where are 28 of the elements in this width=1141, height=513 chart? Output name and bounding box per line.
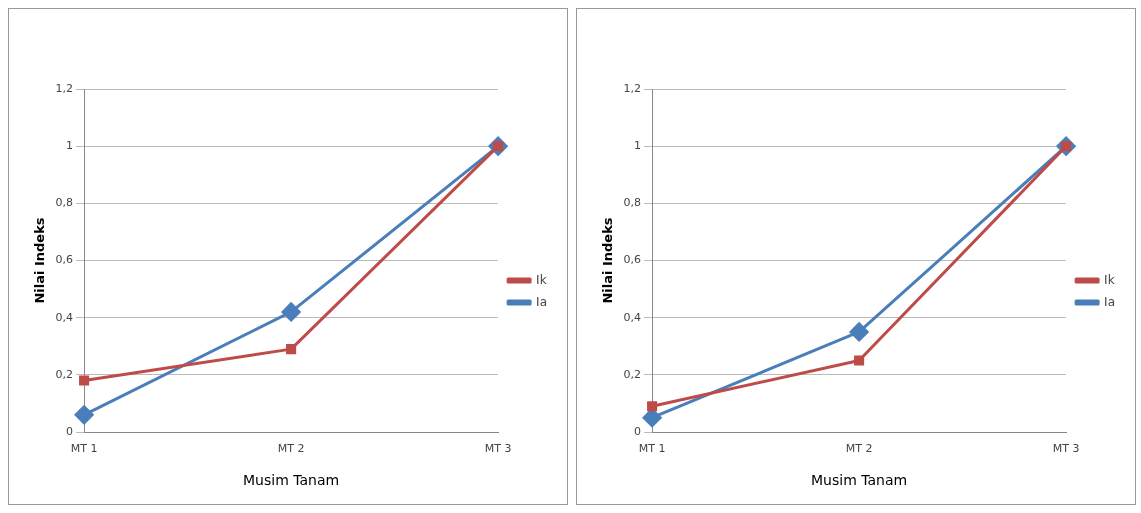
x-tick-label: MT 1 [638,442,666,456]
x-tick-label: MT 1 [70,442,98,456]
y-tick-label: 1,2 [623,81,642,95]
legend-label: Ia [1104,294,1116,309]
y-tick-label: 0,4 [55,310,74,324]
legend-label: Ia [536,294,548,309]
y-axis-title: Nilai Indeks [32,217,48,304]
y-tick-label: 1,2 [55,81,74,95]
y-tick-label: 0 [634,424,642,438]
y-tick-label: 0,2 [55,367,74,381]
y-tick-label: 0,2 [623,367,642,381]
x-axis-title: Musim Tanam [243,472,340,489]
y-tick-label: 1 [634,139,642,153]
legend-label: Ik [1104,272,1115,287]
x-tick-label: MT 3 [484,442,512,456]
x-axis-title: Musim Tanam [811,472,908,489]
x-tick-label: MT 3 [1052,442,1080,456]
y-tick-label: 0 [66,424,74,438]
y-tick-label: 0,6 [623,253,642,267]
y-tick-label: 0,8 [623,196,642,210]
y-tick-label: 1 [66,139,74,153]
y-tick-label: 0,8 [55,196,74,210]
x-tick-label: MT 2 [277,442,305,456]
x-tick-label: MT 2 [845,442,873,456]
legend-label: Ik [536,272,547,287]
y-tick-label: 0,6 [55,253,74,267]
y-tick-label: 0,4 [623,310,642,324]
y-axis-title: Nilai Indeks [600,217,616,304]
